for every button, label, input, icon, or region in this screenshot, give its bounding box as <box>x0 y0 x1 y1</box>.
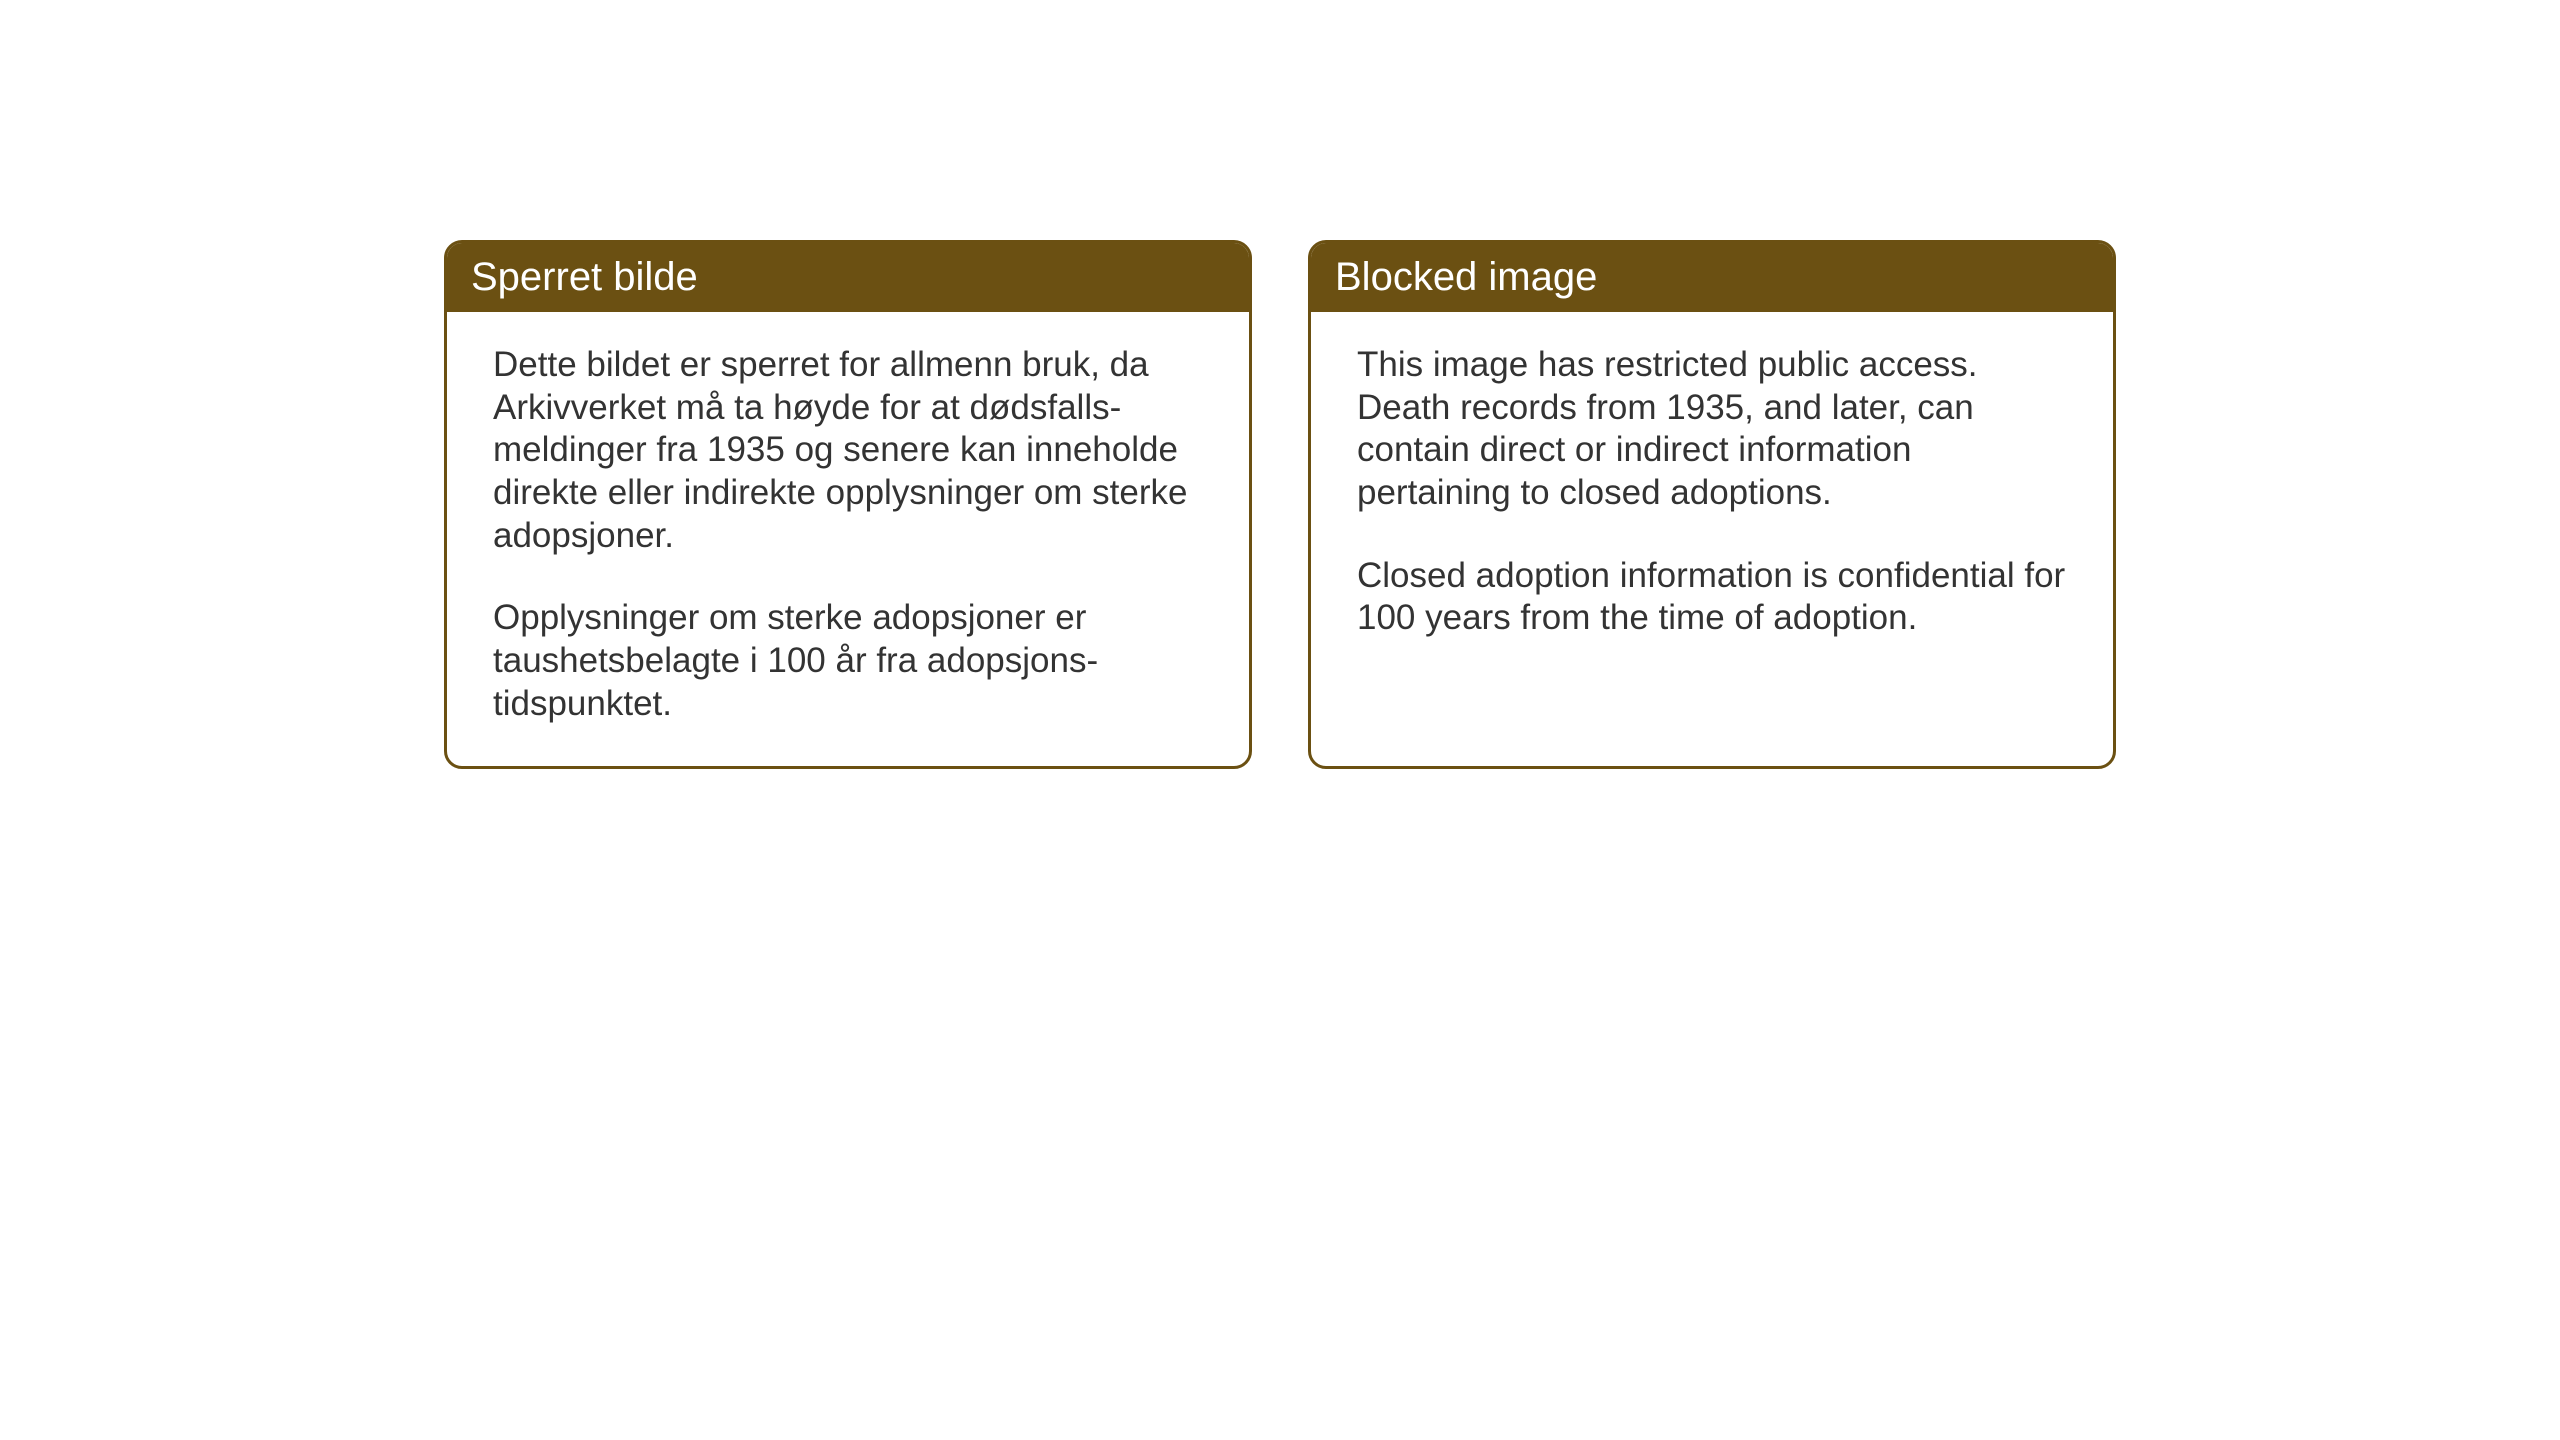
notice-card-english: Blocked image This image has restricted … <box>1308 240 2116 769</box>
notice-card-norwegian: Sperret bilde Dette bildet er sperret fo… <box>444 240 1252 769</box>
card-paragraph: Closed adoption information is confident… <box>1357 555 2067 640</box>
card-paragraph: Opplysninger om sterke adopsjoner er tau… <box>493 597 1203 725</box>
card-header-english: Blocked image <box>1311 243 2113 312</box>
card-title: Sperret bilde <box>471 255 698 299</box>
card-title: Blocked image <box>1335 255 1597 299</box>
card-body-english: This image has restricted public access.… <box>1311 312 2113 680</box>
card-header-norwegian: Sperret bilde <box>447 243 1249 312</box>
notice-container: Sperret bilde Dette bildet er sperret fo… <box>444 240 2116 769</box>
card-paragraph: This image has restricted public access.… <box>1357 344 2067 515</box>
card-paragraph: Dette bildet er sperret for allmenn bruk… <box>493 344 1203 557</box>
card-body-norwegian: Dette bildet er sperret for allmenn bruk… <box>447 312 1249 766</box>
